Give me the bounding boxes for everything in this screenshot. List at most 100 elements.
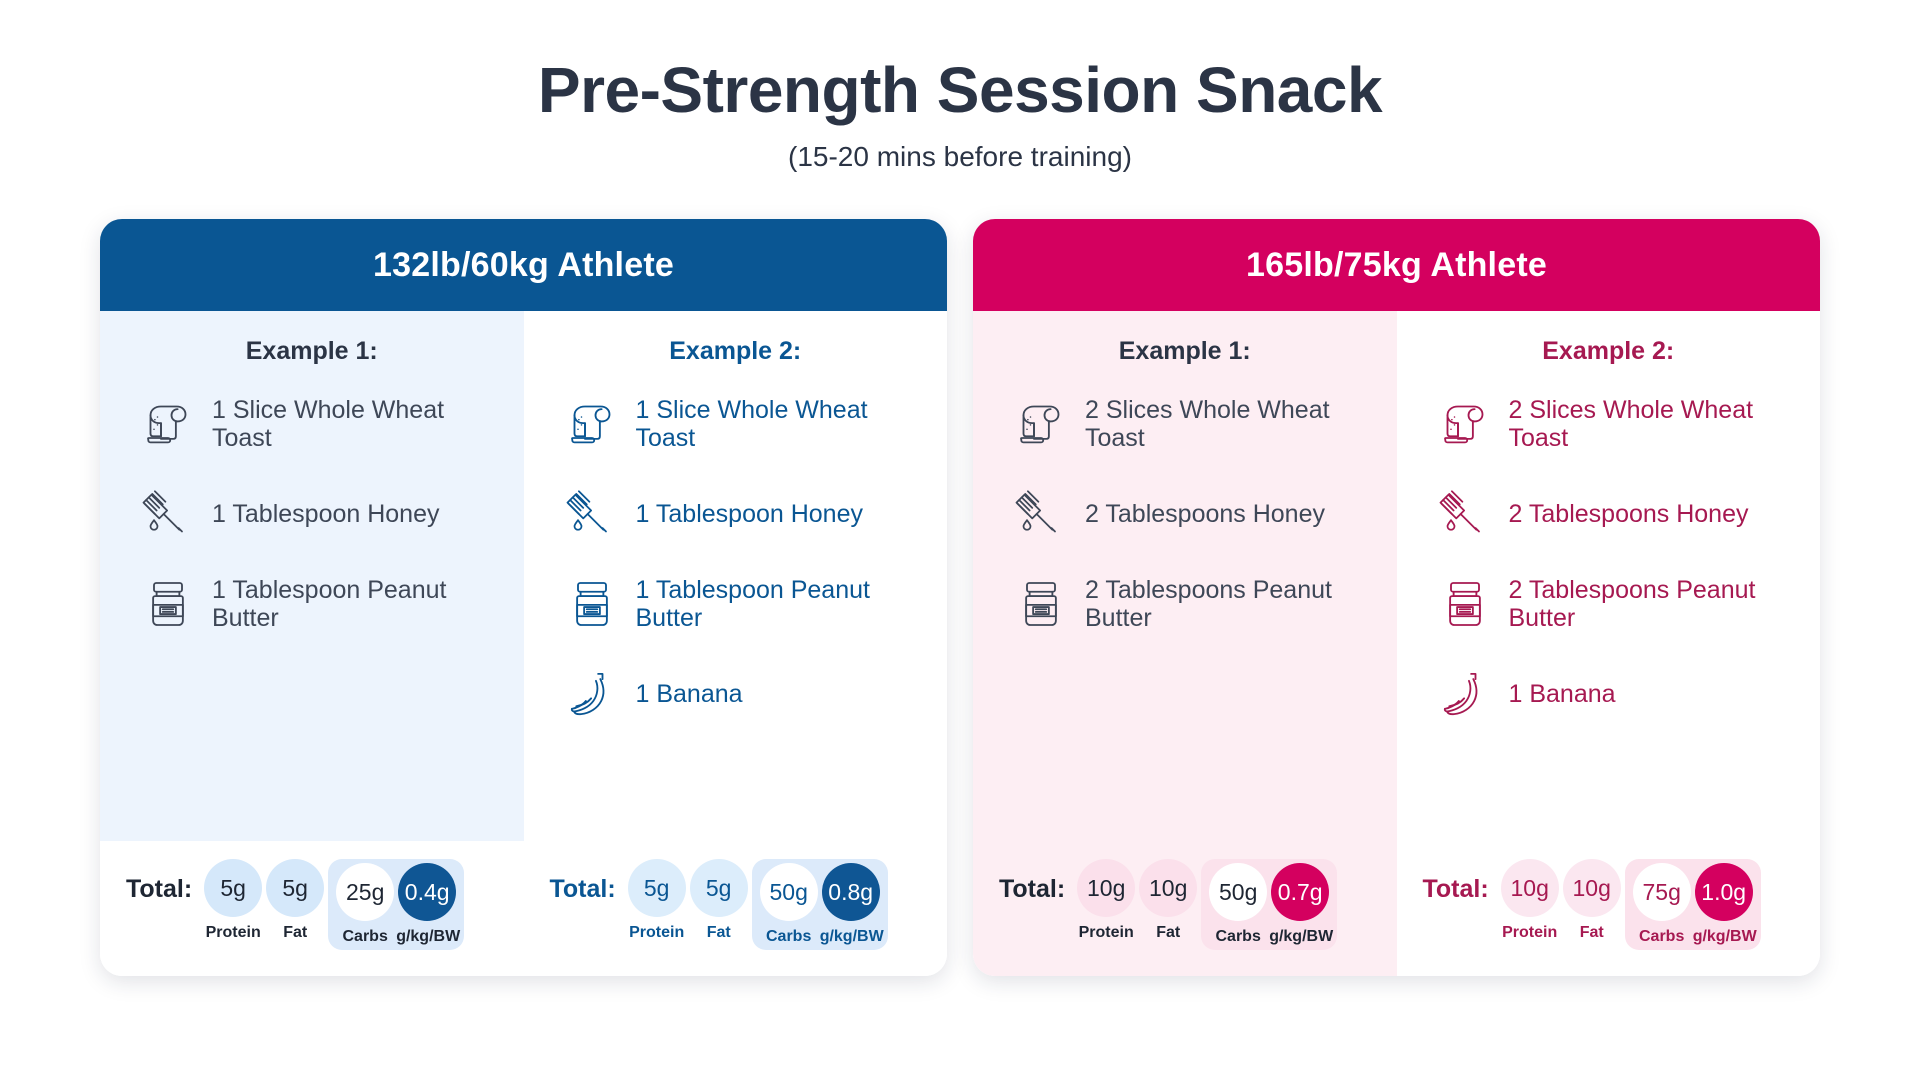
food-item-label: 2 Tablespoons Honey — [1085, 500, 1325, 529]
macro-protein: 10g Protein — [1075, 859, 1137, 942]
bread-loaf-icon — [564, 396, 620, 452]
food-item: 2 Tablespoons Peanut Butter — [995, 576, 1375, 632]
food-item: 1 Tablespoon Honey — [546, 486, 926, 542]
macro-value-bubble: 10g — [1562, 859, 1621, 918]
honey-dipper-icon — [1013, 486, 1069, 542]
food-item-label: 2 Tablespoons Honey — [1508, 500, 1749, 529]
totals-label: Total: — [549, 875, 616, 904]
bread-loaf-icon — [1013, 396, 1069, 452]
totals-row: Total: 10g Protein 10g Fat 50g Carbs 0.7g g/kg/B… — [973, 841, 1821, 977]
macro-value-bubble: 0.4g — [398, 863, 457, 922]
food-item: 1 Tablespoon Honey — [122, 486, 502, 542]
food-item: 1 Banana — [546, 666, 926, 722]
macro-totals: Total: 10g Protein 10g Fat 75g Carbs 1.0g g/kg/B… — [1397, 841, 1821, 976]
totals-label: Total: — [126, 875, 193, 904]
food-item-list: 2 Slices Whole Wheat Toast 2 Tablespoons … — [995, 396, 1375, 666]
macro-name-label: Protein — [205, 924, 261, 942]
macro-name-label: Protein — [1078, 924, 1134, 942]
food-item-list: 1 Slice Whole Wheat Toast 1 Tablespoon Ho… — [546, 396, 926, 756]
macro-group-base: 10g Protein 10g Fat — [1075, 859, 1199, 942]
food-item-label: 1 Tablespoon Peanut Butter — [212, 576, 447, 633]
example-column-1: Example 1: 1 Slice Whole Wheat Toast 1 Tab… — [100, 311, 524, 842]
food-item: 1 Tablespoon Peanut Butter — [546, 576, 926, 632]
macro-protein: 10g Protein — [1499, 859, 1561, 942]
example-heading: Example 2: — [669, 337, 802, 366]
banana-icon — [1437, 666, 1493, 722]
peanut-butter-jar-icon — [564, 576, 620, 632]
macro-fat: 5g Fat — [688, 859, 750, 942]
macro-value-bubble: 10g — [1077, 859, 1136, 918]
example-heading: Example 2: — [1542, 337, 1675, 366]
card-header-athlete-75kg: 165lb/75kg Athlete — [973, 219, 1820, 312]
macro-name-label: Protein — [629, 924, 685, 942]
food-item-label: 1 Tablespoon Honey — [212, 500, 440, 529]
macro-value-bubble: 75g — [1632, 863, 1691, 922]
macro-g-kg-bw: 0.7g g/kg/BW — [1269, 863, 1333, 946]
food-item-list: 2 Slices Whole Wheat Toast 2 Tablespoons … — [1419, 396, 1799, 756]
totals-label: Total: — [999, 875, 1066, 904]
macro-value-bubble: 5g — [204, 859, 263, 918]
card-header-athlete-60kg: 132lb/60kg Athlete — [100, 219, 947, 312]
food-item: 2 Tablespoons Peanut Butter — [1419, 576, 1799, 632]
honey-dipper-icon — [564, 486, 620, 542]
macro-g-kg-bw: 0.8g g/kg/BW — [819, 863, 884, 946]
macro-protein: 5g Protein — [626, 859, 688, 942]
macro-value-bubble: 1.0g — [1694, 863, 1753, 922]
food-item: 1 Slice Whole Wheat Toast — [546, 396, 926, 452]
food-item-list: 1 Slice Whole Wheat Toast 1 Tablespoon Ho… — [122, 396, 502, 666]
macro-name-label: Carbs — [1639, 928, 1685, 946]
macro-carbs: 50g Carbs — [758, 863, 820, 946]
examples-columns: Example 1: 2 Slices Whole Wheat Toast 2 Ta… — [973, 311, 1820, 842]
macro-group-base: 5g Protein 5g Fat — [202, 859, 326, 942]
macro-group-base: 10g Protein 10g Fat — [1499, 859, 1623, 942]
macro-value-bubble: 5g — [689, 859, 748, 918]
food-item: 2 Tablespoons Honey — [995, 486, 1375, 542]
macro-name-label: Protein — [1502, 924, 1558, 942]
macro-totals: Total: 5g Protein 5g Fat 25g Carbs 0.4g g/kg/BW — [100, 841, 524, 976]
food-item: 2 Tablespoons Honey — [1419, 486, 1799, 542]
food-item-label: 1 Banana — [635, 680, 743, 709]
macro-group-highlighted: 75g Carbs 1.0g g/kg/BW — [1624, 859, 1761, 951]
food-item-label: 2 Tablespoons Peanut Butter — [1085, 576, 1332, 633]
macro-fat: 10g Fat — [1137, 859, 1199, 942]
macro-g-kg-bw: 1.0g g/kg/BW — [1693, 863, 1757, 946]
example-column-2: Example 2: 2 Slices Whole Wheat Toast 2 Ta… — [1396, 311, 1820, 842]
macro-name-label: g/kg/BW — [396, 928, 461, 946]
cards-container: 132lb/60kg Athlete Example 1: 1 Slice Whol… — [0, 173, 1920, 977]
macro-name-label: g/kg/BW — [819, 928, 884, 946]
peanut-butter-jar-icon — [1013, 576, 1069, 632]
macro-value-bubble: 50g — [1209, 863, 1268, 922]
macro-name-label: Fat — [1579, 924, 1604, 942]
food-item-label: 1 Slice Whole Wheat Toast — [212, 396, 445, 453]
macro-value-bubble: 50g — [759, 863, 818, 922]
macro-value-bubble: 5g — [266, 859, 325, 918]
macro-name-label: Fat — [1156, 924, 1181, 942]
macro-fat: 10g Fat — [1561, 859, 1623, 942]
athlete-card-athlete-60kg: 132lb/60kg Athlete Example 1: 1 Slice Whol… — [100, 219, 948, 977]
macro-value-bubble: 0.8g — [821, 863, 880, 922]
bread-loaf-icon — [1437, 396, 1493, 452]
example-heading: Example 1: — [245, 337, 378, 366]
macro-value-bubble: 25g — [336, 863, 395, 922]
food-item: 1 Tablespoon Peanut Butter — [122, 576, 502, 632]
macro-carbs: 25g Carbs — [334, 863, 396, 946]
banana-icon — [564, 666, 620, 722]
example-heading: Example 1: — [1118, 337, 1251, 366]
food-item-label: 2 Slices Whole Wheat Toast — [1508, 396, 1754, 453]
macro-name-label: Carbs — [766, 928, 812, 946]
title-block: Pre-Strength Session Snack (15-20 mins b… — [0, 0, 1920, 173]
macro-carbs: 75g Carbs — [1631, 863, 1693, 946]
macro-totals: Total: 5g Protein 5g Fat 50g Carbs 0.8g g/kg/BW — [524, 841, 948, 976]
macro-name-label: Carbs — [1215, 928, 1261, 946]
food-item-label: 1 Slice Whole Wheat Toast — [635, 396, 868, 453]
athlete-card-athlete-75kg: 165lb/75kg Athlete Example 1: 2 Slices Who… — [973, 219, 1821, 977]
peanut-butter-jar-icon — [1437, 576, 1493, 632]
food-item: 2 Slices Whole Wheat Toast — [995, 396, 1375, 452]
macro-group-highlighted: 50g Carbs 0.8g g/kg/BW — [751, 859, 888, 951]
food-item-label: 2 Slices Whole Wheat Toast — [1085, 396, 1330, 453]
examples-columns: Example 1: 1 Slice Whole Wheat Toast 1 Tab… — [100, 311, 947, 842]
totals-label: Total: — [1422, 875, 1489, 904]
page-subtitle: (15-20 mins before training) — [788, 141, 1132, 173]
bread-loaf-icon — [140, 396, 196, 452]
